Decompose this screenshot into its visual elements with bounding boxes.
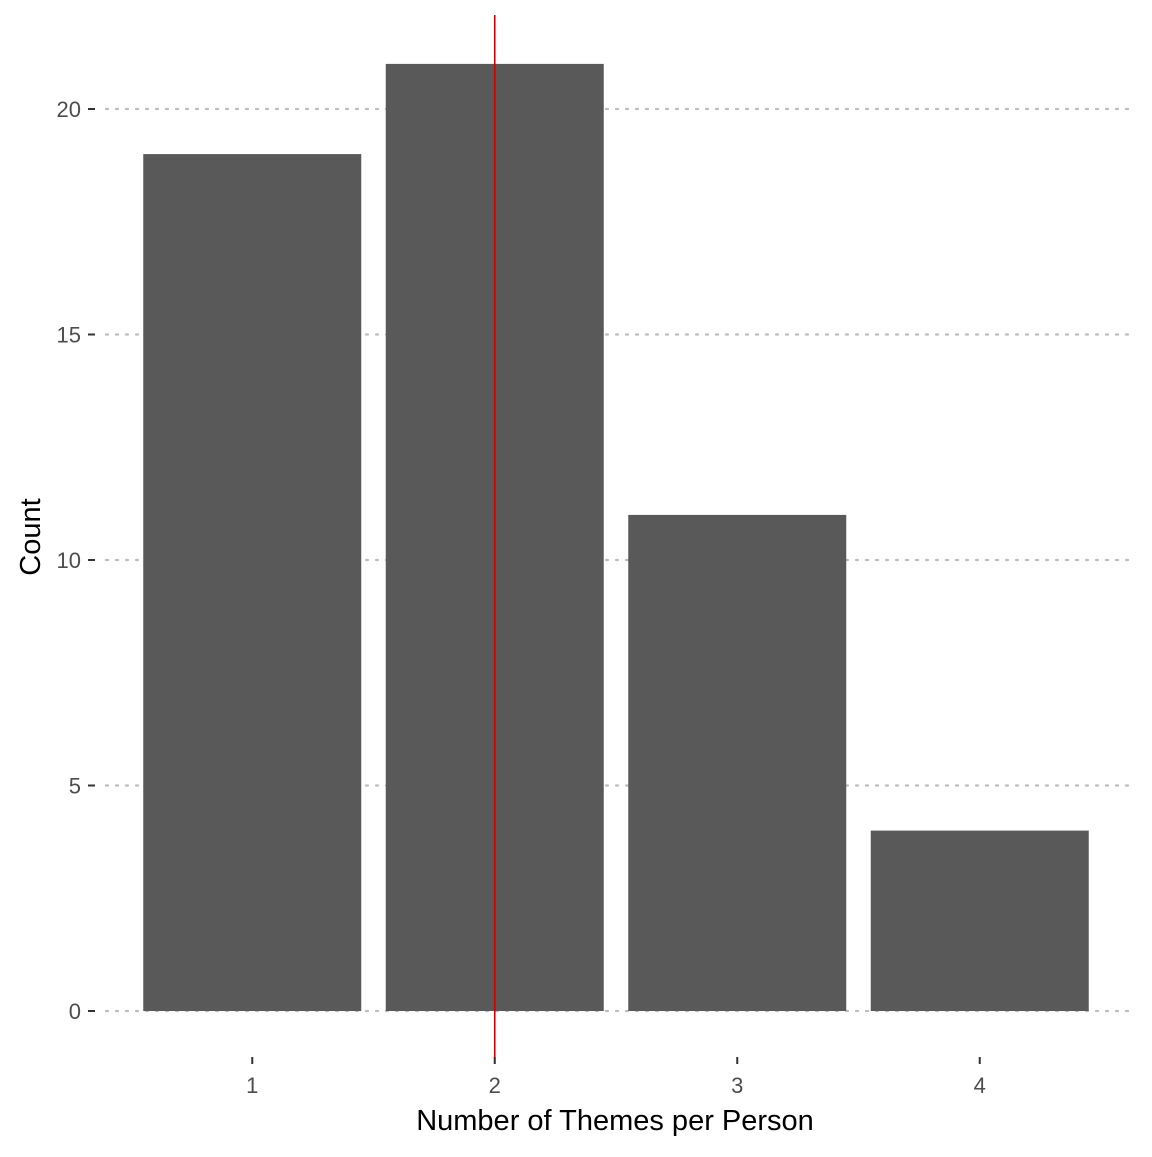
bar-3	[628, 514, 847, 1011]
bar-4	[870, 830, 1089, 1011]
x-tick-label: 1	[246, 1073, 258, 1098]
y-tick-label: 20	[57, 97, 81, 122]
x-tick-label: 4	[974, 1073, 986, 1098]
y-tick-label: 0	[69, 999, 81, 1024]
y-tick-label: 5	[69, 774, 81, 799]
bar-layer	[143, 63, 1089, 1012]
y-tick-label: 15	[57, 323, 81, 348]
axis-layer: 0 5 10 15 20 1 2 3 4	[57, 97, 986, 1098]
x-axis-title: Number of Themes per Person	[416, 1105, 814, 1137]
y-tick-label: 10	[57, 548, 81, 573]
bar-1	[143, 154, 362, 1012]
x-tick-label: 3	[731, 1073, 743, 1098]
x-tick-label: 2	[489, 1073, 501, 1098]
y-axis-title: Count	[15, 498, 47, 575]
